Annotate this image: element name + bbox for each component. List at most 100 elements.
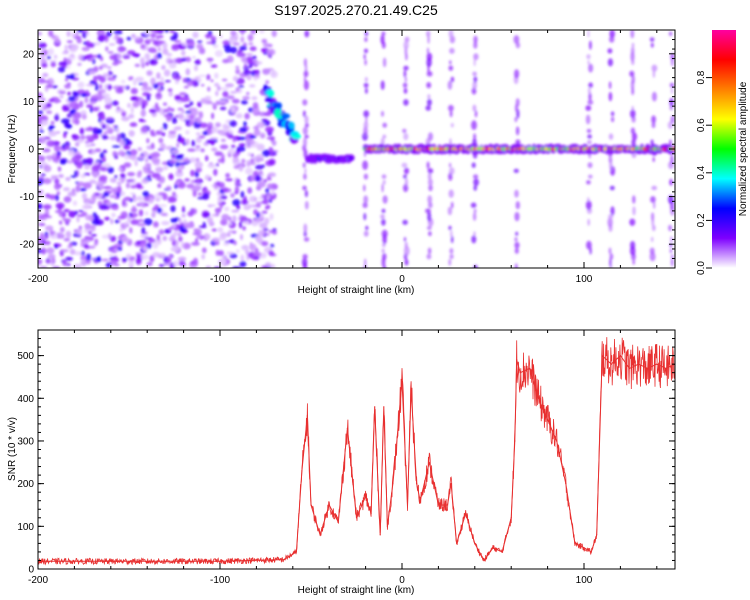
spectrogram-noise-cell [167,88,173,92]
spectrogram-noise-cell [126,36,132,41]
spectrogram-noise-cell [244,112,250,120]
spectrogram-noise-cell [230,30,236,35]
spectrogram-streak-cell [364,87,368,94]
spectrogram-streak-cell [427,168,434,174]
spectrogram-streak-cell [587,162,593,169]
spectrogram-streak-cell [610,111,615,117]
spectrogram-noise-cell [138,209,144,217]
snr-data-point [596,534,598,536]
spectrogram-noise-cell [177,134,182,141]
spectrogram-noise-cell [136,171,142,178]
spectrogram-noise-cell [151,157,161,164]
spectrogram-noise-cell [237,136,247,141]
spectrogram-noise-cell [219,144,229,150]
snr-x-label: Height of straight line (km) [298,585,415,596]
spectrogram-streak-cell [381,110,384,117]
spectrogram-streak-cell [669,178,673,186]
spectrogram-noise-cell [55,209,63,214]
spectrogram-noise-cell [136,195,144,201]
spectrogram-streak-cell [403,70,407,78]
spectrogram-noise-cell [252,55,257,60]
spectrogram-streak-cell [302,185,307,191]
spectrogram-noise-cell [197,101,202,108]
spectrogram-noise-cell [261,38,268,44]
spectrogram-noise-cell [81,114,87,120]
spectrogram-noise-cell [249,135,257,139]
spectrogram-noise-cell [193,65,199,72]
spectrogram-noise-cell [245,145,252,149]
spectrogram-noise-cell [111,207,119,211]
spectrogram-noise-cell [214,207,222,214]
spectrogram-streak-cell [426,52,433,61]
spectrogram-noise-cell [232,215,237,223]
spectrogram-noise-cell [196,116,202,124]
spectrogram-noise-cell [194,161,203,169]
spectrogram-trace-cell [275,102,282,109]
spectrogram-noise-cell [253,170,258,177]
spectrogram-noise-cell [183,219,187,223]
spectrogram-noise-cell [41,63,48,68]
spectrogram-noise-cell [149,129,155,136]
spectrogram-noise-cell [175,95,181,101]
spectrogram-streak-cell [426,71,433,77]
spectrogram-streak-cell [587,218,590,226]
spectrogram-streak-cell [650,42,654,48]
spectrogram-noise-cell [192,232,201,236]
spectrogram-noise-cell [269,195,276,200]
spectrogram-noise-cell [146,174,152,178]
x-tick-label: -200 [28,575,48,586]
spectrogram-noise-cell [179,92,187,96]
snr-data-point [556,440,558,442]
snr-data-point [474,542,476,545]
spectrogram-streak-cell [304,168,307,174]
spectrogram-streak-cell [669,82,675,88]
spectrogram-noise-cell [104,216,110,221]
snr-data-point [537,397,540,399]
spectrogram-noise-cell [159,127,164,132]
spectrogram-streak-cell [588,92,592,101]
spectrogram-noise-cell [147,155,153,160]
snr-data-point [656,363,658,365]
spectrogram-streak-cell [631,42,635,48]
spectrogram-noise-cell [72,200,78,206]
spectrogram-noise-cell [271,30,277,38]
spectrogram-noise-cell [67,191,77,197]
spectrogram-noise-cell [65,256,73,261]
spectrogram-noise-cell [138,201,145,207]
spectrogram-noise-cell [90,95,100,100]
snr-data-point [516,359,518,361]
spectrogram-noise-cell [147,38,157,42]
spectrogram-noise-cell [91,257,96,261]
spectrogram-noise-cell [86,40,91,47]
spectrogram-streak-cell [450,235,454,244]
x-tick-label: -100 [210,575,230,586]
spectrogram-streak-cell [448,65,454,71]
spectrogram-noise-cell [253,209,258,216]
spectrogram-noise-cell [220,195,228,200]
spectrogram-noise-cell [128,76,134,80]
snr-data-point [547,419,549,421]
spectrogram-noise-cell [158,137,164,144]
spectrogram-noise-cell [271,69,276,77]
spectrogram-streak-cell [473,35,478,44]
spectrogram-noise-cell [106,128,115,132]
y-tick-label: 500 [17,351,34,362]
spectrogram-noise-cell [146,70,153,76]
spectrogram-noise-cell [116,182,122,185]
spectrogram-streak-cell [447,80,453,90]
spectrogram-noise-cell [208,61,212,64]
spectrogram-noise-cell [42,72,49,78]
spectrogram-noise-cell [189,114,195,120]
spectrogram-streak-cell [404,76,407,83]
spectrogram-noise-cell [76,181,86,187]
spectrogram-noise-cell [117,186,122,194]
spectrogram-noise-cell [83,244,89,249]
spectrogram-noise-cell [162,166,169,171]
spectrogram-noise-cell [105,46,109,52]
spectrogram-noise-cell [130,219,140,225]
spectrogram-streak-cell [447,206,453,216]
spectrogram-noise-cell [265,126,274,133]
spectrogram-noise-cell [228,222,232,226]
spectrogram-noise-cell [105,262,112,268]
spectrogram-noise-cell [38,110,44,115]
